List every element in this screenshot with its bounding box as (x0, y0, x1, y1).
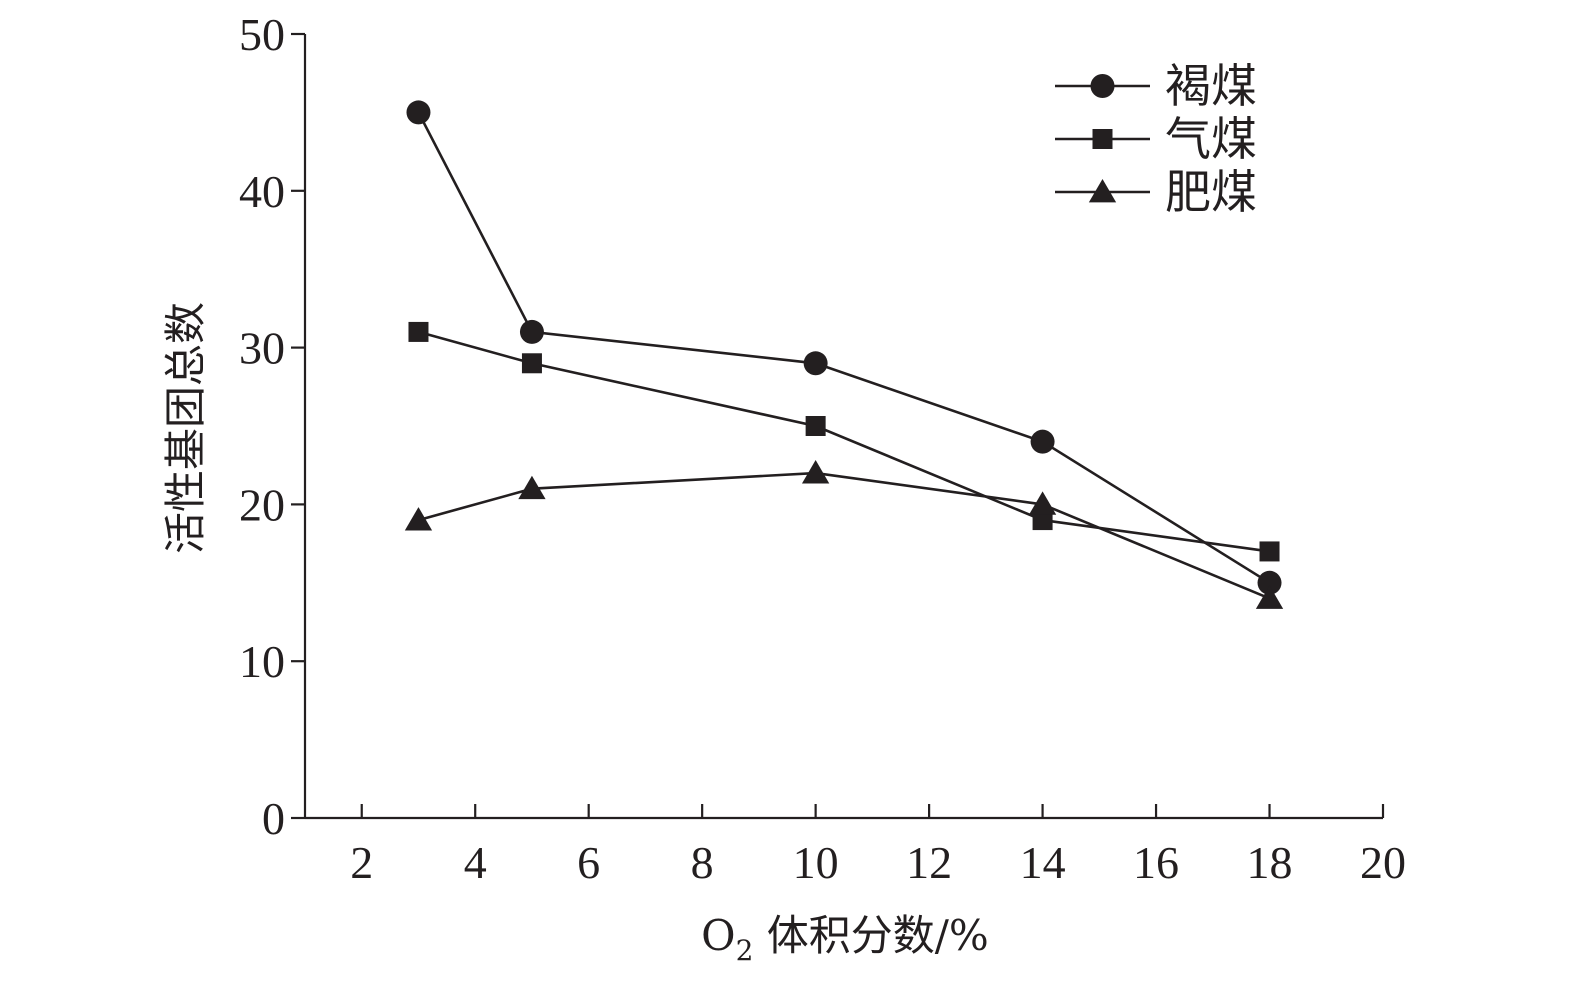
series-layer (404, 100, 1284, 609)
data-point-triangle (404, 507, 433, 531)
x-axis-title-subscript: 2 (736, 934, 754, 967)
x-tick-label: 8 (691, 837, 714, 888)
x-tick-label: 20 (1360, 837, 1406, 888)
legend-marker-circle (1090, 74, 1115, 98)
data-point-square (408, 321, 429, 342)
data-point-circle (1030, 429, 1055, 454)
data-point-square (521, 353, 542, 374)
data-point-square (1259, 541, 1280, 562)
data-point-square (1032, 510, 1053, 531)
series-line-triangle (418, 471, 1271, 600)
x-tick-label: 6 (577, 837, 600, 888)
axes: 0 10 20 30 40 50 2 4 6 8 10 12 14 16 18 20 (239, 9, 1406, 888)
y-tick-label: 30 (239, 323, 285, 374)
data-point-triangle (801, 460, 830, 484)
legend-label: 肥煤 (1165, 165, 1257, 219)
legend-item: 褐煤 (1055, 59, 1257, 113)
y-tick-label: 20 (239, 479, 285, 530)
x-tick-label: 4 (464, 837, 487, 888)
legend-marker-triangle (1088, 179, 1117, 203)
x-axis-title-prefix: O (701, 911, 735, 960)
series-circle (406, 100, 1282, 595)
data-point-triangle (1028, 491, 1057, 515)
y-tick-label: 40 (239, 166, 285, 217)
data-point-circle (519, 319, 544, 344)
y-tick-label: 10 (239, 636, 285, 687)
x-tick-label: 2 (350, 837, 373, 888)
data-point-circle (1257, 570, 1282, 595)
x-tick-label: 18 (1247, 837, 1293, 888)
x-axis-title-suffix: 体积分数/% (753, 911, 988, 960)
data-point-square (805, 416, 826, 436)
data-point-triangle (1255, 585, 1284, 609)
series-square (408, 321, 1280, 562)
data-point-circle (406, 100, 431, 125)
y-tick-label: 0 (262, 793, 285, 844)
legend-label: 气煤 (1165, 112, 1257, 166)
series-line-circle (417, 111, 1271, 584)
legend-item: 气煤 (1055, 112, 1257, 166)
x-tick-label: 16 (1133, 837, 1179, 888)
y-tick-label: 50 (239, 9, 285, 60)
x-tick-label: 10 (793, 837, 839, 888)
legend-label: 褐煤 (1165, 59, 1257, 113)
x-tick-label: 14 (1020, 837, 1066, 888)
series-line-square (418, 330, 1270, 553)
data-point-triangle (518, 475, 546, 500)
legend-item: 肥煤 (1055, 165, 1257, 219)
x-axis-title: O2 体积分数/% (701, 911, 989, 967)
x-tick-label: 12 (906, 837, 952, 888)
series-triangle (404, 460, 1284, 609)
y-axis-title: 活性基团总数 (161, 302, 210, 554)
data-point-circle (803, 351, 828, 376)
legend-marker-square (1092, 129, 1113, 149)
